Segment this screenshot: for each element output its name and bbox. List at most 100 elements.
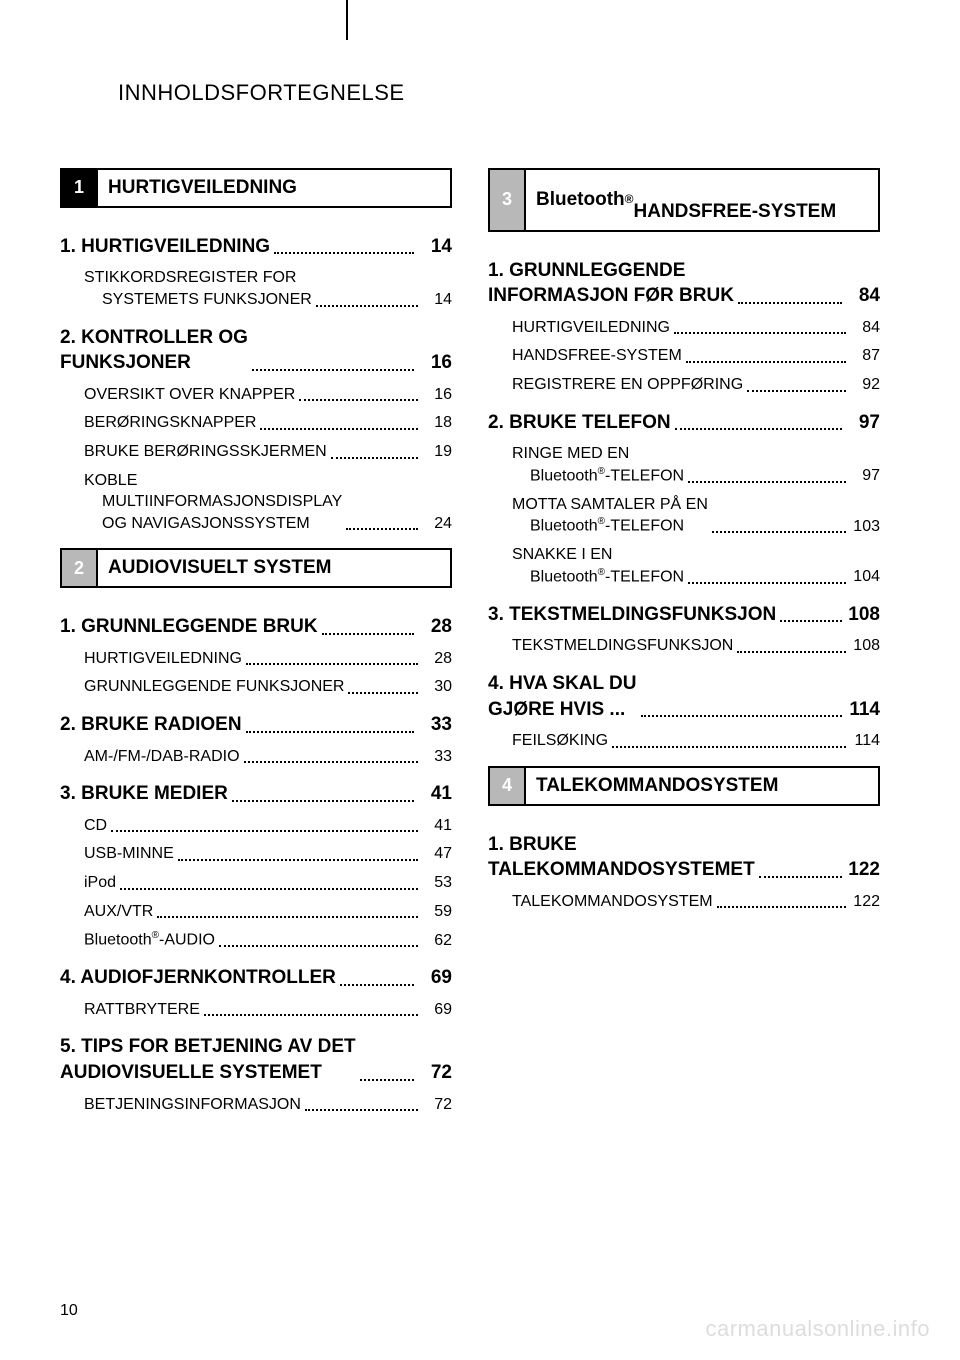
entry-list: STIKKORDSREGISTER FORSYSTEMETS FUNKSJONE… xyxy=(60,267,452,310)
section-page-number: 108 xyxy=(846,602,880,628)
entry-page-number: 114 xyxy=(850,730,880,752)
entry-list: RATTBRYTERE69 xyxy=(60,999,452,1021)
entry-page-number: 122 xyxy=(850,891,880,913)
entry-page-number: 103 xyxy=(850,516,880,538)
entry-label: RINGE MED ENBluetooth®-TELEFON xyxy=(512,443,684,487)
leader-dots xyxy=(305,1109,418,1111)
toc-section: 1. GRUNNLEGGENDE BRUK28HURTIGVEILEDNING2… xyxy=(60,614,452,698)
entry-label: MOTTA SAMTALER PÅ ENBluetooth®-TELEFON xyxy=(512,494,708,538)
leader-dots xyxy=(178,859,418,861)
toc-section: 2. BRUKE TELEFON97RINGE MED ENBluetooth®… xyxy=(488,410,880,588)
leader-dots xyxy=(120,888,418,890)
chapter-number: 2 xyxy=(60,548,96,588)
footer-page-number: 10 xyxy=(60,1302,78,1320)
section-row: 5. TIPS FOR BETJENING AV DETAUDIOVISUELL… xyxy=(60,1034,452,1085)
section-row: 3. BRUKE MEDIER41 xyxy=(60,781,452,807)
leader-dots xyxy=(348,692,418,694)
toc-section: 3. BRUKE MEDIER41CD41USB-MINNE47iPod53AU… xyxy=(60,781,452,951)
section-page-number: 84 xyxy=(846,283,880,309)
leader-dots xyxy=(204,1014,418,1016)
leader-dots xyxy=(219,945,418,947)
entry-page-number: 72 xyxy=(422,1094,452,1116)
section-row: 2. KONTROLLER OGFUNKSJONER 16 xyxy=(60,325,452,376)
section-page-number: 122 xyxy=(846,857,880,883)
chapter-header: 2AUDIOVISUELT SYSTEM xyxy=(60,548,452,588)
leader-dots xyxy=(688,582,846,584)
section-page-number: 97 xyxy=(846,410,880,436)
section-label: 4. HVA SKAL DUGJØRE HVIS ... xyxy=(488,671,637,722)
entry-row: SNAKKE I ENBluetooth®-TELEFON104 xyxy=(512,544,880,588)
entry-row: HURTIGVEILEDNING84 xyxy=(512,317,880,339)
entry-label: HURTIGVEILEDNING xyxy=(84,648,242,670)
leader-dots xyxy=(346,528,418,530)
chapter-title: HURTIGVEILEDNING xyxy=(96,168,452,208)
leader-dots xyxy=(331,457,418,459)
leader-dots xyxy=(717,906,846,908)
toc-section: 1. HURTIGVEILEDNING14STIKKORDSREGISTER F… xyxy=(60,234,452,311)
entry-list: FEILSØKING114 xyxy=(488,730,880,752)
entry-label: CD xyxy=(84,815,107,837)
entry-row: Bluetooth®-AUDIO62 xyxy=(84,929,452,951)
section-label: 3. TEKSTMELDINGSFUNKSJON xyxy=(488,602,776,628)
entry-list: TALEKOMMANDOSYSTEM 122 xyxy=(488,891,880,913)
page: INNHOLDSFORTEGNELSE 1HURTIGVEILEDNING1. … xyxy=(0,0,960,1360)
leader-dots xyxy=(260,428,418,430)
entry-row: TEKSTMELDINGSFUNKSJON108 xyxy=(512,635,880,657)
section-label: 2. BRUKE RADIOEN xyxy=(60,712,242,738)
section-page-number: 69 xyxy=(418,965,452,991)
entry-label: KOBLEMULTIINFORMASJONSDISPLAYOG NAVIGASJ… xyxy=(84,470,342,535)
entry-label: iPod xyxy=(84,872,116,894)
entry-page-number: 30 xyxy=(422,676,452,698)
chapter-header: 1HURTIGVEILEDNING xyxy=(60,168,452,208)
entry-row: REGISTRERE EN OPPFØRING92 xyxy=(512,374,880,396)
entry-row: STIKKORDSREGISTER FORSYSTEMETS FUNKSJONE… xyxy=(84,267,452,310)
entry-row: GRUNNLEGGENDE FUNKSJONER30 xyxy=(84,676,452,698)
entry-page-number: 24 xyxy=(422,513,452,535)
entry-page-number: 19 xyxy=(422,441,452,463)
entry-row: MOTTA SAMTALER PÅ ENBluetooth®-TELEFON 10… xyxy=(512,494,880,538)
leader-dots xyxy=(612,746,846,748)
leader-dots xyxy=(244,761,418,763)
entry-label: BETJENINGSINFORMASJON xyxy=(84,1094,301,1116)
toc-section: 5. TIPS FOR BETJENING AV DETAUDIOVISUELL… xyxy=(60,1034,452,1115)
leader-dots xyxy=(738,302,842,304)
toc-columns: 1HURTIGVEILEDNING1. HURTIGVEILEDNING14ST… xyxy=(60,168,900,1129)
section-label: 5. TIPS FOR BETJENING AV DETAUDIOVISUELL… xyxy=(60,1034,356,1085)
leader-dots xyxy=(322,633,414,635)
entry-label: BRUKE BERØRINGSSKJERMEN xyxy=(84,441,327,463)
entry-page-number: 53 xyxy=(422,872,452,894)
entry-page-number: 18 xyxy=(422,412,452,434)
entry-page-number: 62 xyxy=(422,930,452,952)
section-page-number: 114 xyxy=(846,697,880,723)
section-label: 1. GRUNNLEGGENDE BRUK xyxy=(60,614,318,640)
leader-dots xyxy=(759,876,842,878)
section-label: 1. GRUNNLEGGENDEINFORMASJON FØR BRUK xyxy=(488,258,734,309)
leader-dots xyxy=(747,390,846,392)
entry-label: AUX/VTR xyxy=(84,901,153,923)
entry-row: FEILSØKING114 xyxy=(512,730,880,752)
section-label: 2. KONTROLLER OGFUNKSJONER xyxy=(60,325,248,376)
chapter-number: 1 xyxy=(60,168,96,208)
leader-dots xyxy=(246,663,418,665)
chapter-title: AUDIOVISUELT SYSTEM xyxy=(96,548,452,588)
leader-dots xyxy=(299,399,418,401)
entry-label: TALEKOMMANDOSYSTEM xyxy=(512,891,713,913)
entry-row: iPod 53 xyxy=(84,872,452,894)
leader-dots xyxy=(232,800,414,802)
entry-row: RATTBRYTERE69 xyxy=(84,999,452,1021)
leader-dots xyxy=(340,984,414,986)
entry-page-number: 84 xyxy=(850,317,880,339)
section-page-number: 14 xyxy=(418,234,452,260)
entry-list: AM-/FM-/DAB-RADIO33 xyxy=(60,746,452,768)
top-divider xyxy=(346,0,348,40)
section-page-number: 16 xyxy=(418,350,452,376)
entry-list: RINGE MED ENBluetooth®-TELEFON97MOTTA SA… xyxy=(488,443,880,588)
entry-label: AM-/FM-/DAB-RADIO xyxy=(84,746,240,768)
entry-row: HANDSFREE-SYSTEM87 xyxy=(512,345,880,367)
section-label: 4. AUDIOFJERNKONTROLLER xyxy=(60,965,336,991)
section-row: 1. GRUNNLEGGENDEINFORMASJON FØR BRUK 84 xyxy=(488,258,880,309)
leader-dots xyxy=(157,916,418,918)
entry-page-number: 92 xyxy=(850,374,880,396)
leader-dots xyxy=(252,369,414,371)
chapter-number: 4 xyxy=(488,766,524,806)
